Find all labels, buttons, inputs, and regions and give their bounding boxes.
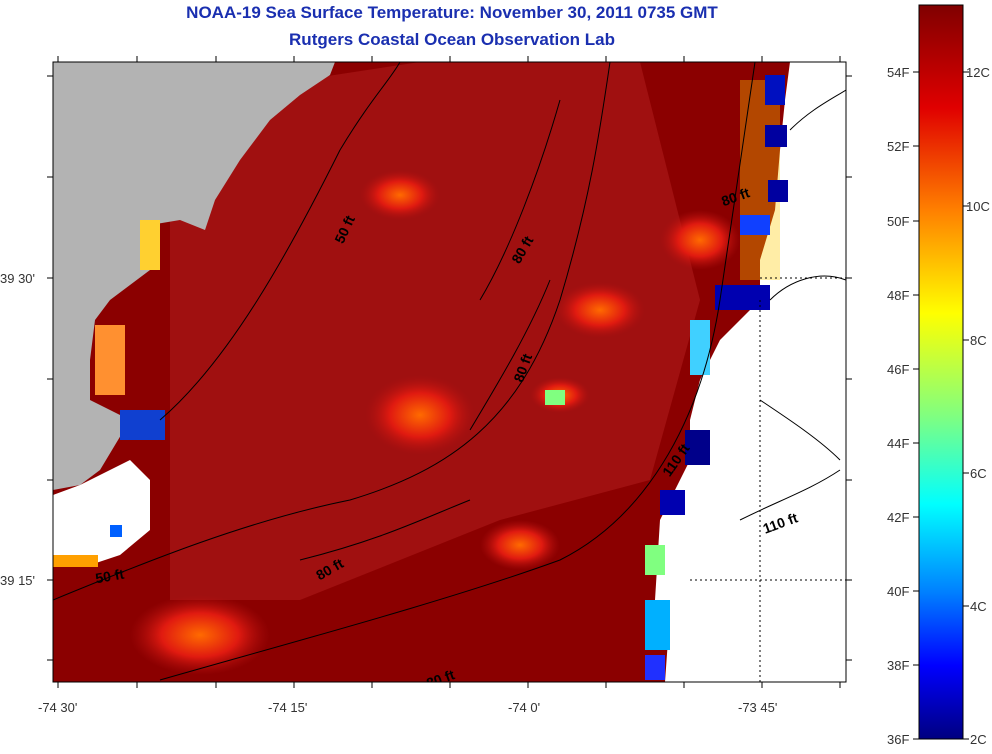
colorbar-c-label: 8C <box>970 333 987 348</box>
warm-patch <box>480 520 560 570</box>
cool-pixel <box>645 545 665 575</box>
warm-patch <box>555 282 645 338</box>
cool-pixel <box>95 325 125 395</box>
colorbar-f-label: 50F <box>887 214 909 229</box>
colorbar-c-label: 2C <box>970 732 987 747</box>
no-data-area <box>53 460 150 565</box>
depth-contours <box>53 62 846 681</box>
cool-pixel <box>140 220 160 270</box>
cool-pixel <box>768 180 788 202</box>
warm-patch <box>360 170 440 220</box>
cool-pixel <box>685 430 710 465</box>
colorbar-f-label: 52F <box>887 139 909 154</box>
cool-pixel <box>53 555 98 567</box>
cool-pixel <box>715 285 770 310</box>
ocean-warm-band <box>170 62 700 600</box>
cool-pixel <box>660 490 685 515</box>
colorbar-f-label: 54F <box>887 65 909 80</box>
colorbar-f-label: 46F <box>887 362 909 377</box>
colorbar-f-label: 42F <box>887 510 909 525</box>
colorbar-c-label: 10C <box>966 199 990 214</box>
cool-pixel <box>740 215 770 235</box>
lat-tick-label: 39 15' <box>0 573 35 588</box>
warm-patch <box>130 595 270 675</box>
lon-tick-label: -73 45' <box>738 700 777 715</box>
contour-label: 50 ft <box>94 566 125 587</box>
colorbar-f-label: 48F <box>887 288 909 303</box>
cool-pixel <box>545 390 565 405</box>
colorbar-c-label: 12C <box>966 65 990 80</box>
cool-pixel <box>110 525 122 537</box>
no-data-area <box>655 62 846 682</box>
colorbar-f-label: 40F <box>887 584 909 599</box>
colorbar-c-label: 6C <box>970 466 987 481</box>
warm-patch <box>660 210 740 270</box>
colorbar-ticks <box>913 71 969 740</box>
graticule <box>690 277 846 682</box>
cool-pixel <box>645 600 670 650</box>
colorbar-f-label: 44F <box>887 436 909 451</box>
colorbar-c-label: 4C <box>970 599 987 614</box>
colorbar-f-label: 36F <box>887 732 909 747</box>
lat-tick-label: 39 30' <box>0 271 35 286</box>
cool-pixel <box>690 320 710 375</box>
cool-pixel <box>645 655 665 680</box>
cool-pixel <box>765 125 787 147</box>
cool-pixel <box>120 410 165 440</box>
lon-tick-label: -74 15' <box>268 700 307 715</box>
colorbar-gradient <box>918 4 964 740</box>
warm-patch <box>365 375 475 455</box>
map-subtitle: Rutgers Coastal Ocean Observation Lab <box>289 30 615 49</box>
lon-tick-label: -74 30' <box>38 700 77 715</box>
land-area <box>53 62 335 490</box>
lon-tick-label: -74 0' <box>508 700 540 715</box>
cool-pixel <box>765 75 785 105</box>
colorbar-f-label: 38F <box>887 658 909 673</box>
map-title: NOAA-19 Sea Surface Temperature: Novembe… <box>186 3 718 22</box>
axis-ticks <box>47 56 852 688</box>
